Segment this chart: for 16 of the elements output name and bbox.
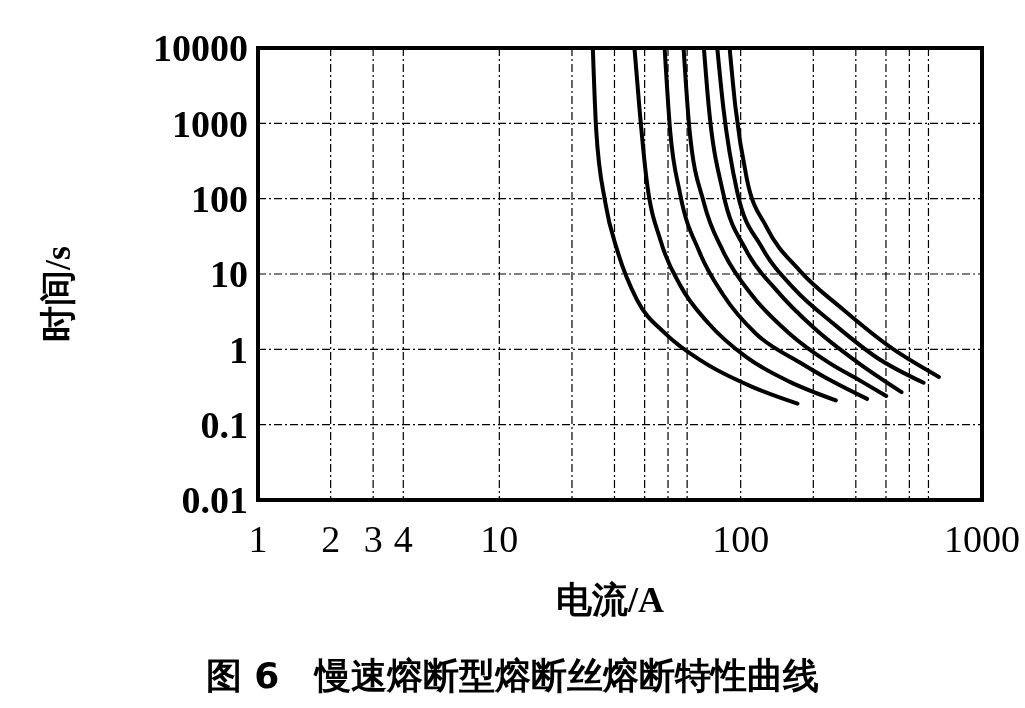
- y-tick-label: 1: [229, 328, 248, 371]
- x-tick-label: 2: [321, 518, 341, 560]
- x-tick-label: 4: [393, 518, 413, 560]
- y-tick-label: 0.01: [181, 479, 248, 522]
- y-tick-label: 1000: [172, 102, 248, 145]
- y-tick-label: 10000: [153, 27, 248, 70]
- x-tick-label: 10: [480, 518, 519, 560]
- x-tick-label: 3: [363, 518, 383, 560]
- x-axis-title: 电流/A: [556, 580, 664, 620]
- x-tick-label: 100: [712, 518, 770, 560]
- y-tick-label: 10: [210, 253, 248, 296]
- text: 图 6 慢速熔断型熔断丝熔断特性曲线: [205, 655, 820, 696]
- x-tick-label: 1000: [944, 518, 1020, 560]
- y-tick-label: 100: [191, 177, 248, 220]
- y-axis-title: 时间/s: [38, 245, 78, 343]
- y-tick-label: 0.1: [200, 403, 248, 446]
